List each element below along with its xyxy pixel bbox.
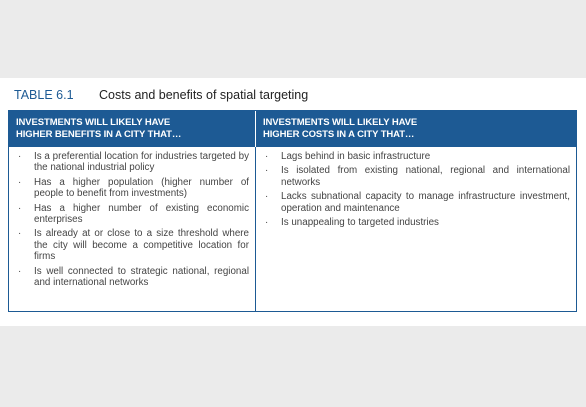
bullet-item: Lags behind in basic infrastructure	[265, 151, 570, 163]
column-body: Lags behind in basic infrastructure Is is…	[255, 147, 576, 311]
column-header: INVESTMENTS WILL LIKELY HAVE HIGHER BENEF…	[9, 111, 255, 147]
table-title: Costs and benefits of spatial targeting	[99, 88, 309, 102]
header-line: INVESTMENTS WILL LIKELY HAVE	[263, 117, 418, 128]
column-header: INVESTMENTS WILL LIKELY HAVE HIGHER COSTS…	[255, 111, 576, 147]
header-line: HIGHER BENEFITS IN A CITY THAT…	[16, 128, 182, 140]
bullet-item: Is unappealing to targeted industries	[265, 217, 570, 229]
table-caption: TABLE 6.1 Costs and benefits of spatial …	[14, 88, 308, 102]
bullet-item: Is well connected to strategic national,…	[18, 266, 249, 289]
table-label: TABLE 6.1	[14, 88, 74, 102]
bullet-item: Is isolated from existing national, regi…	[265, 165, 570, 188]
bullet-item: Has a higher population (higher number o…	[18, 177, 249, 200]
table: INVESTMENTS WILL LIKELY HAVE HIGHER BENEF…	[8, 110, 577, 312]
header-line: INVESTMENTS WILL LIKELY HAVE	[16, 117, 171, 128]
bullet-item: Lacks subnational capacity to manage inf…	[265, 191, 570, 214]
column-body: Is a preferential location for industrie…	[9, 147, 255, 311]
bullet-item: Is a preferential location for industrie…	[18, 151, 249, 174]
header-line: HIGHER COSTS IN A CITY THAT…	[263, 128, 415, 140]
bullet-list: Is a preferential location for industrie…	[18, 151, 249, 288]
bullet-item: Has a higher number of existing economic…	[18, 203, 249, 226]
bullet-item: Is already at or close to a size thresho…	[18, 228, 249, 262]
bullet-list: Lags behind in basic infrastructure Is is…	[265, 151, 570, 229]
